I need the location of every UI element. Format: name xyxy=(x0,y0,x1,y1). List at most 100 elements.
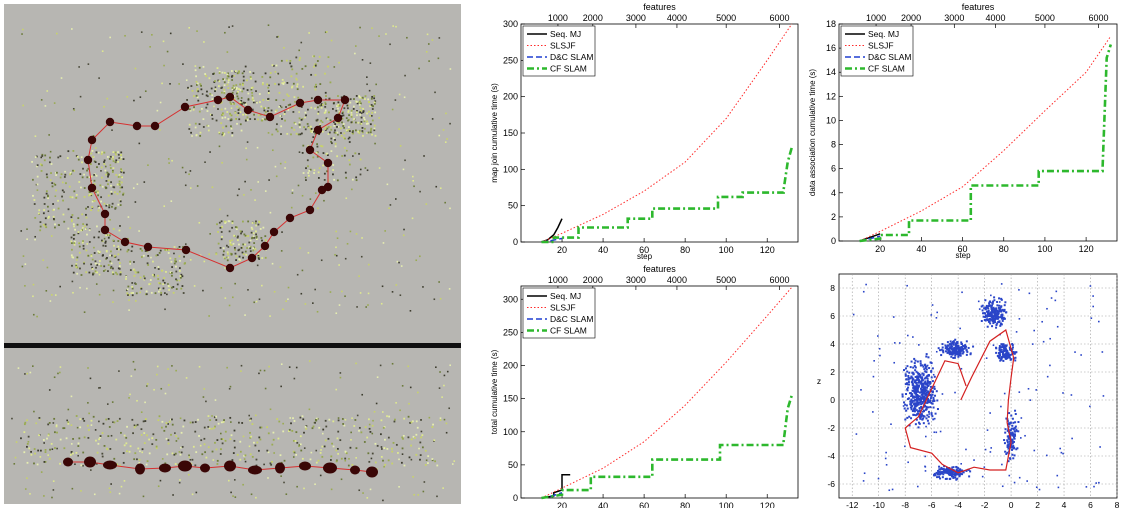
scatter-point xyxy=(917,401,920,404)
map-node xyxy=(260,241,270,251)
scatter-point xyxy=(936,311,938,314)
map-point xyxy=(251,86,254,89)
map-point xyxy=(57,223,60,226)
scatter-point xyxy=(949,340,952,343)
scatter-point xyxy=(993,308,996,311)
map-point xyxy=(90,255,93,257)
scatter-point xyxy=(1010,427,1013,430)
map-point xyxy=(75,196,78,199)
map-point xyxy=(262,82,264,84)
scatter-point xyxy=(960,341,963,344)
map-point xyxy=(376,376,379,379)
map-point xyxy=(67,208,70,211)
map-point xyxy=(49,150,52,153)
map-point xyxy=(178,267,181,269)
map-point xyxy=(380,419,383,422)
scatter-point xyxy=(1089,285,1092,287)
map-point xyxy=(197,90,200,93)
map-point xyxy=(338,264,340,266)
map-point xyxy=(126,450,128,453)
map-point xyxy=(165,422,168,424)
map-point xyxy=(244,460,247,463)
map-point xyxy=(360,122,363,125)
map-point xyxy=(191,89,194,92)
map-point xyxy=(228,230,231,233)
scatter-point xyxy=(937,469,940,472)
map-point xyxy=(368,427,371,430)
scatter-point xyxy=(954,348,957,351)
map-point xyxy=(299,443,302,446)
map-point xyxy=(269,408,272,411)
map-point xyxy=(138,142,141,145)
map-point xyxy=(37,212,40,215)
map-point xyxy=(34,156,37,158)
map-point xyxy=(297,133,300,136)
map-point xyxy=(299,126,301,129)
map-point xyxy=(230,253,233,256)
scatter-point xyxy=(951,475,954,478)
map-point xyxy=(355,447,358,450)
map-point xyxy=(120,168,122,171)
x-tick-label: 8 xyxy=(1115,500,1120,508)
scatter-point xyxy=(914,385,917,388)
map-point xyxy=(235,228,238,230)
map-point xyxy=(137,271,140,274)
map-point xyxy=(283,459,286,462)
map-point xyxy=(194,464,197,467)
scatter-point xyxy=(952,470,955,473)
map-point xyxy=(355,179,358,182)
map-point xyxy=(117,203,120,206)
scatter-point xyxy=(1093,485,1095,488)
scatter-point xyxy=(923,363,926,366)
map-point xyxy=(320,119,322,122)
map-point xyxy=(295,366,298,369)
top-axis-label: features xyxy=(643,2,676,12)
x-tick-label: 20 xyxy=(557,245,567,255)
map-point xyxy=(129,263,131,265)
map-point xyxy=(334,132,337,134)
map-point xyxy=(339,372,342,374)
map-point xyxy=(113,457,116,460)
map-point xyxy=(347,137,350,140)
scatter-point xyxy=(933,417,936,420)
scatter-point xyxy=(996,304,999,307)
scatter-point xyxy=(862,290,865,293)
map-point xyxy=(316,145,319,148)
map-point xyxy=(53,208,56,211)
map-point xyxy=(250,77,252,80)
map-point xyxy=(233,95,236,97)
map-point xyxy=(107,175,109,178)
map-point xyxy=(205,106,208,109)
map-point xyxy=(371,133,373,136)
scatter-point xyxy=(1003,350,1006,353)
map-point xyxy=(54,447,56,449)
map-point xyxy=(109,448,112,450)
map-point xyxy=(111,401,114,403)
scatter-point xyxy=(1090,317,1093,319)
map-point xyxy=(359,26,361,29)
map-point xyxy=(43,159,46,162)
scatter-point xyxy=(913,403,916,406)
legend-label: SLSJF xyxy=(868,41,894,51)
map-point xyxy=(94,270,97,273)
map-point xyxy=(188,26,191,29)
y-tick-label: 150 xyxy=(503,394,518,404)
map-point xyxy=(194,65,197,67)
map-point xyxy=(130,292,133,294)
map-point xyxy=(79,267,81,270)
map-point xyxy=(134,67,137,70)
map-point xyxy=(142,254,145,257)
map-point xyxy=(395,25,397,28)
map-point xyxy=(85,213,87,216)
map-point xyxy=(198,110,201,113)
map-point xyxy=(79,418,82,421)
scatter-point xyxy=(1003,392,1006,395)
map-point xyxy=(113,255,116,257)
map-point xyxy=(242,253,245,255)
map-point xyxy=(263,369,266,372)
map-point xyxy=(93,179,96,182)
map-point xyxy=(294,101,296,103)
scatter-point xyxy=(926,374,929,377)
scatter-point xyxy=(872,411,874,413)
map-point xyxy=(153,275,156,278)
